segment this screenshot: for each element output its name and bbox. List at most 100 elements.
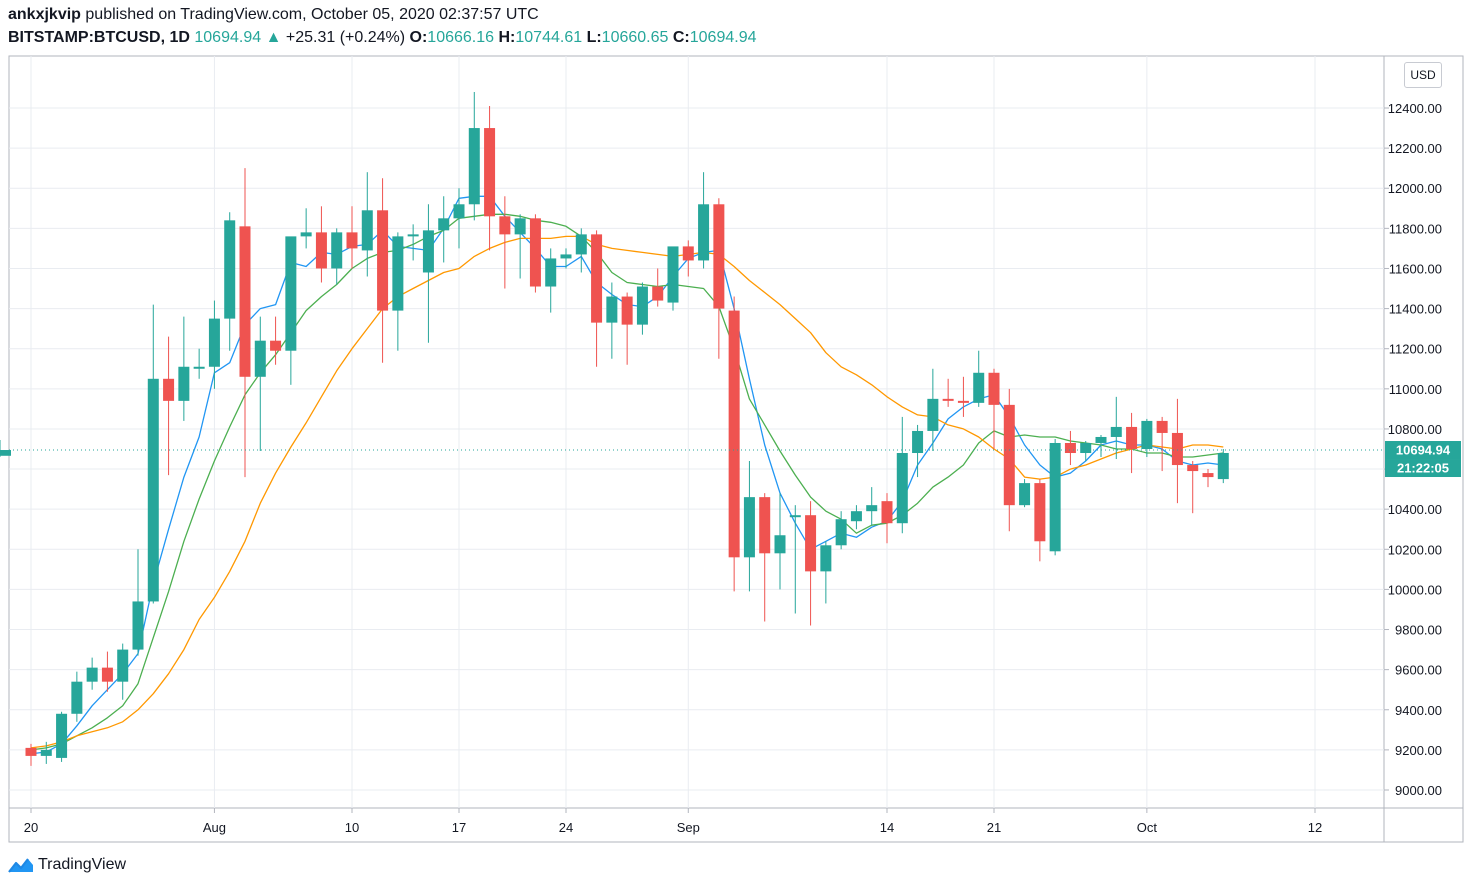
candle (377, 178, 389, 363)
publish-text: published on TradingView.com, October 05… (85, 6, 539, 23)
candles (0, 91, 1229, 766)
candle (1217, 449, 1229, 484)
candle (805, 501, 817, 626)
open-value: 10666.16 (427, 29, 495, 46)
candle (866, 487, 878, 526)
candle-body (407, 234, 419, 237)
candle-body (468, 128, 480, 205)
candle (407, 224, 419, 261)
candle (1034, 479, 1046, 562)
candle (560, 248, 572, 269)
candle-body (881, 501, 893, 524)
candle-body (361, 210, 373, 251)
candle (942, 378, 954, 407)
countdown-tag: 21:22:05 (1397, 461, 1449, 476)
candle-body (71, 681, 83, 714)
candle (1156, 416, 1168, 472)
author-name[interactable]: ankxjkvip (8, 6, 81, 23)
candle-body (1019, 483, 1031, 506)
candle (1126, 412, 1138, 474)
last-price-tag: 10694.94 (1396, 443, 1451, 458)
footer-brand[interactable]: TradingView (8, 852, 126, 878)
candle-body (1095, 436, 1107, 443)
candle (820, 541, 832, 604)
candle-body (866, 505, 878, 512)
candle (1171, 398, 1183, 504)
candle-body (850, 511, 862, 522)
symbol-legend: BITSTAMP:BTCUSD, 1D 10694.94 ▲ +25.31 (+… (8, 29, 756, 47)
candle-body (300, 232, 312, 237)
candle-body (147, 378, 159, 602)
time-axis[interactable]: 20 Aug 10 17 24 Sep 14 21 Oct 12 (24, 808, 1322, 835)
candle-body (117, 649, 129, 682)
candle-body (667, 246, 679, 303)
candle (315, 206, 327, 283)
y-tick-label: 11200.00 (1389, 342, 1442, 357)
close-value: 10694.94 (689, 29, 757, 46)
x-tick-label: 20 (24, 820, 38, 835)
candle-body (652, 286, 664, 301)
low-value: 10660.65 (601, 29, 669, 46)
candle-body (315, 232, 327, 269)
countdown-tag-bg (1385, 459, 1461, 478)
y-tick-label: 9800.00 (1395, 623, 1442, 638)
candle-body (835, 519, 847, 546)
candle-body (1141, 420, 1153, 449)
candle (514, 214, 526, 279)
candle (117, 643, 129, 700)
y-tick-label: 9200.00 (1395, 743, 1442, 758)
y-tick-label: 12000.00 (1388, 181, 1442, 196)
candle (682, 240, 694, 277)
candle-body (1171, 432, 1183, 466)
candle (667, 246, 679, 311)
candle (789, 505, 801, 614)
last-price-tag-bg (1385, 441, 1461, 460)
candle-body (927, 398, 939, 431)
candle-body (988, 372, 1000, 405)
candle-body (392, 236, 404, 311)
candle-body (163, 378, 175, 401)
candle (86, 657, 98, 690)
last-price: 10694.94 (194, 29, 262, 46)
candle (0, 440, 11, 457)
candle-body (636, 286, 648, 325)
candle-body (285, 236, 297, 351)
candle-body (1080, 442, 1092, 454)
y-tick-label: 11000.00 (1389, 382, 1442, 397)
candle (652, 268, 664, 307)
candle (759, 493, 771, 622)
candle-body (254, 340, 266, 377)
candle-body (1003, 404, 1015, 506)
candle (499, 196, 511, 289)
publish-info: ankxjkvip published on TradingView.com, … (8, 6, 539, 24)
candle (774, 493, 786, 590)
x-tick-label: 10 (345, 820, 359, 835)
candle (636, 282, 648, 335)
candle (1064, 430, 1076, 466)
candle-body (575, 234, 587, 255)
candle (193, 348, 205, 379)
candle (484, 105, 496, 251)
close-label: C: (672, 29, 690, 46)
candle (591, 230, 603, 367)
candle (927, 368, 939, 452)
candle (1187, 461, 1199, 514)
candle-body (1156, 420, 1168, 433)
candle (529, 214, 541, 293)
y-tick-label: 9000.00 (1395, 783, 1442, 798)
chart-frame (8, 55, 1464, 843)
y-tick-label: 9400.00 (1395, 703, 1442, 718)
candle (575, 228, 587, 273)
candle-body (759, 497, 771, 554)
ma-line-ma-fast (30, 195, 1224, 755)
candle (545, 248, 557, 313)
candle (453, 188, 465, 249)
candle-body (178, 366, 190, 401)
price-axis[interactable]: 9000.00 9200.00 9400.00 9600.00 9800.00 10000… (1384, 101, 1442, 798)
candle-body (698, 204, 710, 261)
candle (1141, 418, 1153, 458)
currency-badge[interactable]: USD (1404, 62, 1442, 88)
candle-body (682, 246, 694, 261)
candle (71, 671, 83, 722)
